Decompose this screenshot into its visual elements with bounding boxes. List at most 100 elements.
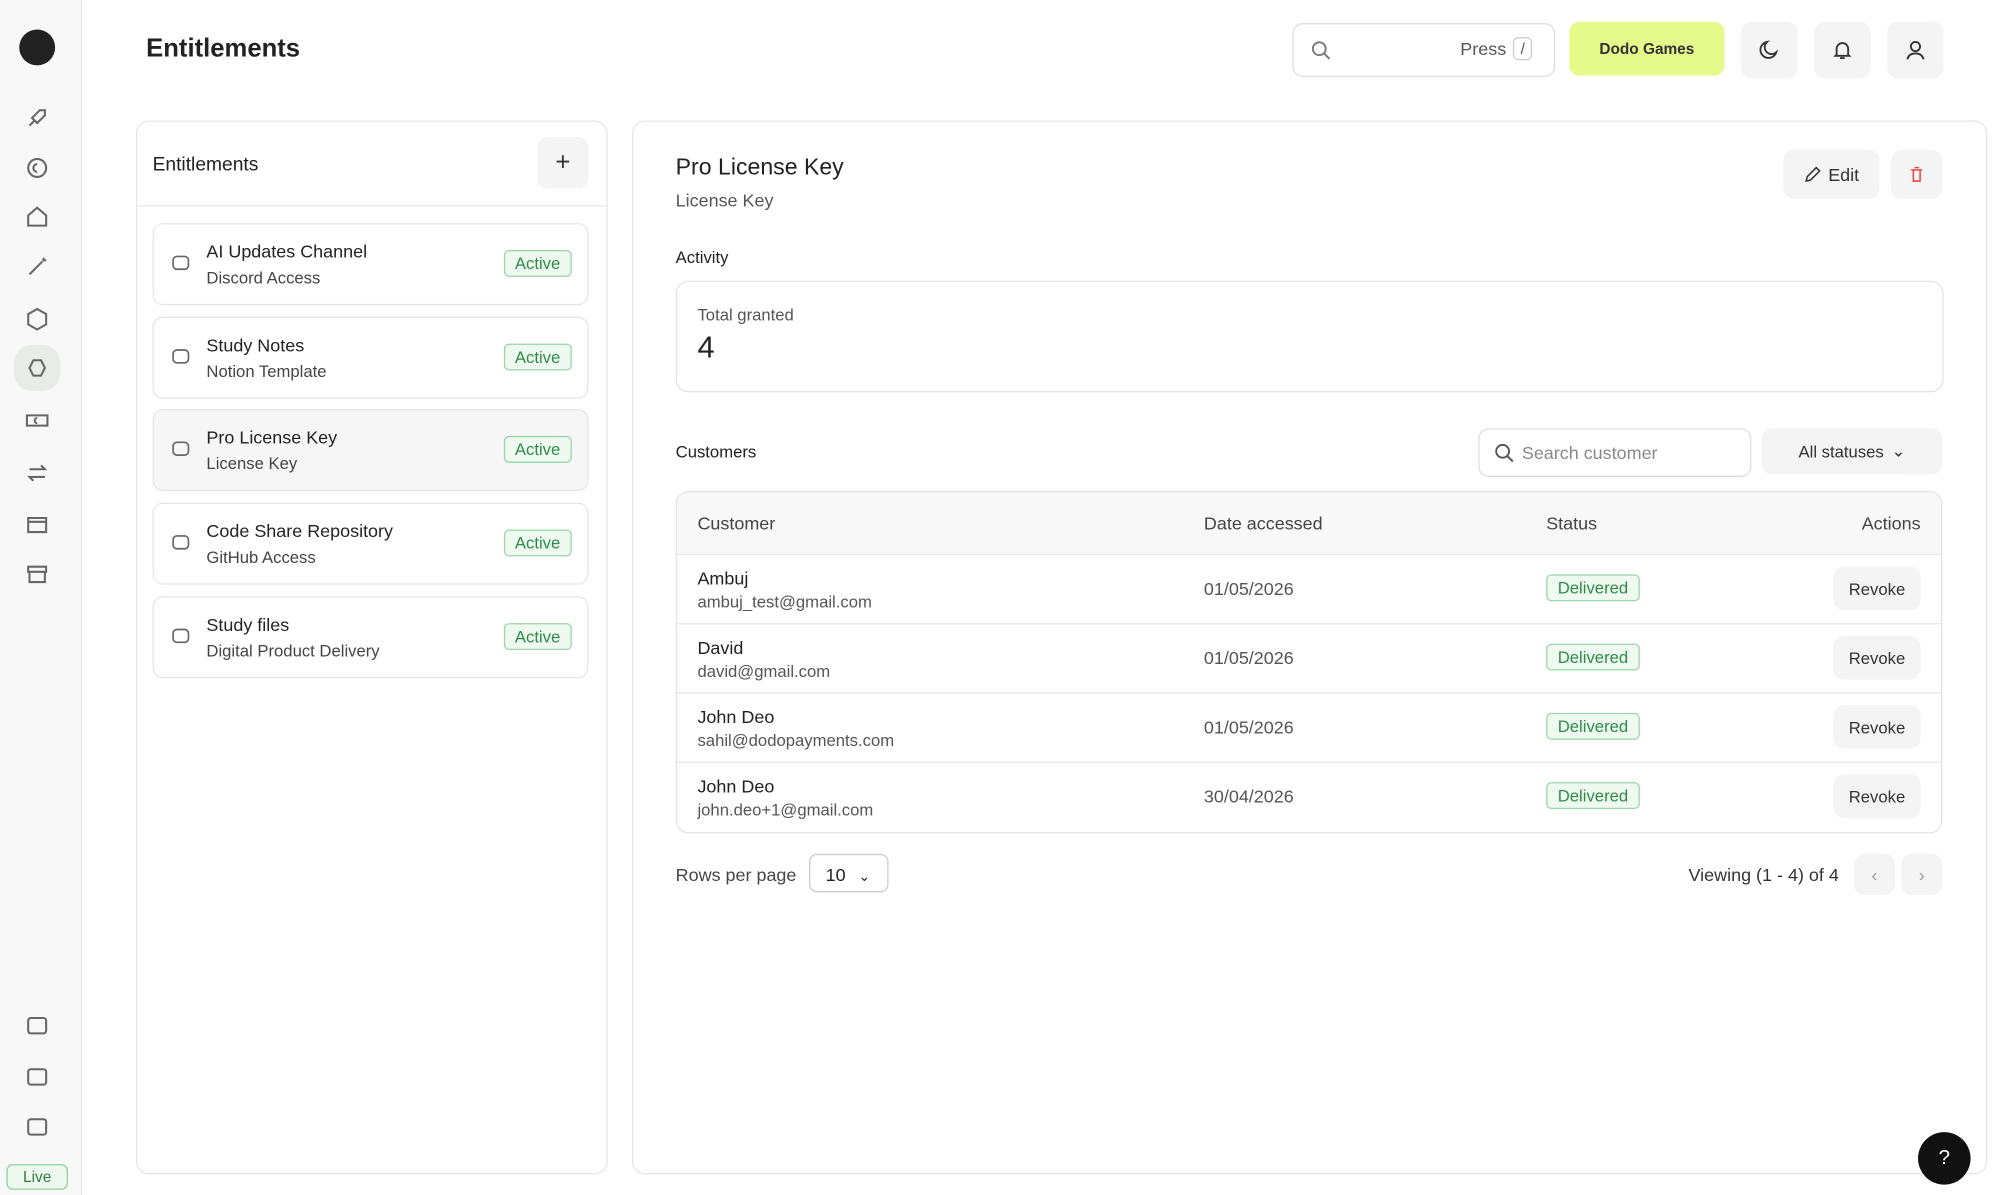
table-row: John Deo john.deo+1@gmail.com 30/04/2026 De…	[676, 761, 1942, 833]
page-title: Entitlements	[146, 34, 301, 63]
nav-icon[interactable]	[24, 460, 50, 486]
prev-page[interactable]: ‹	[1853, 853, 1895, 895]
sidebar: Live	[0, 0, 83, 1195]
item-icon	[171, 346, 192, 367]
entitlement-item[interactable]: Study files Digital Product Delivery Activ…	[152, 595, 589, 678]
status-filter[interactable]: All statuses ⌄	[1761, 428, 1943, 475]
table-header: Customer Date accessed Status Actions	[676, 492, 1942, 554]
nav-icon[interactable]	[14, 344, 61, 392]
date-accessed: 30/04/2026	[1203, 785, 1294, 807]
rows-per-page-label: Rows per page	[675, 864, 797, 885]
filter-label: All statuses	[1798, 441, 1884, 461]
org-switcher[interactable]: Dodo Games	[1569, 21, 1725, 76]
customer-name: John Deo	[697, 706, 775, 727]
customer-email: david@gmail.com	[697, 661, 831, 681]
item-name: Study Notes	[206, 334, 305, 355]
nav-icon[interactable]	[24, 1064, 50, 1090]
customer-name: David	[697, 637, 744, 658]
item-type: Discord Access	[206, 267, 321, 288]
search-key: /	[1512, 37, 1533, 61]
item-name: AI Updates Channel	[206, 241, 368, 262]
status-badge: Delivered	[1546, 643, 1640, 671]
entitlement-item[interactable]: AI Updates Channel Discord Access Active	[152, 223, 589, 306]
nav-icon[interactable]	[24, 562, 50, 588]
activity-label: Activity	[675, 247, 729, 267]
notifications[interactable]	[1814, 21, 1871, 79]
item-type: License Key	[206, 454, 298, 474]
nav-icon[interactable]	[24, 512, 50, 538]
nav-icon[interactable]	[24, 155, 50, 181]
global-search[interactable]: Press /	[1292, 23, 1556, 77]
item-icon	[171, 253, 192, 274]
revoke-button[interactable]: Revoke	[1833, 705, 1921, 749]
date-accessed: 01/05/2026	[1203, 578, 1294, 599]
customer-name: Ambuj	[697, 567, 749, 589]
column-header: Actions	[1861, 512, 1921, 534]
status-badge: Active	[503, 436, 572, 464]
detail-panel: Pro License Key License Key Edit Activit…	[632, 120, 1988, 1175]
column-header: Date accessed	[1203, 512, 1323, 534]
mode-badge[interactable]: Live	[6, 1164, 68, 1190]
divider	[137, 205, 607, 207]
logo	[19, 29, 56, 66]
edit-button[interactable]: Edit	[1783, 150, 1880, 199]
help-button[interactable]: ?	[1918, 1132, 1971, 1185]
nav-icon[interactable]	[24, 1013, 50, 1039]
date-accessed: 01/05/2026	[1203, 647, 1294, 668]
delete-button[interactable]	[1891, 150, 1943, 199]
detail-title: Pro License Key	[675, 153, 844, 180]
item-icon	[171, 625, 192, 646]
item-icon	[171, 532, 192, 553]
revoke-button[interactable]: Revoke	[1833, 566, 1921, 611]
customer-email: ambuj_test@gmail.com	[697, 592, 872, 612]
status-badge: Active	[503, 343, 572, 371]
table-row: John Deo sahil@dodopayments.com 01/05/2026…	[676, 692, 1942, 763]
entitlement-item[interactable]: Pro License Key License Key Active	[152, 409, 589, 492]
entitlement-item[interactable]: Code Share Repository GitHub Access Active	[152, 502, 589, 585]
add-button[interactable]: +	[537, 137, 589, 189]
revoke-button[interactable]: Revoke	[1833, 774, 1921, 818]
customer-email: sahil@dodopayments.com	[697, 730, 895, 751]
nav-icon[interactable]	[24, 1114, 50, 1140]
item-name: Study files	[206, 613, 290, 635]
customer-email: john.deo+1@gmail.com	[697, 800, 874, 820]
search-hint: Press	[1460, 38, 1507, 59]
item-name: Pro License Key	[206, 427, 338, 448]
date-accessed: 01/05/2026	[1203, 716, 1294, 738]
status-badge: Active	[503, 622, 572, 650]
item-type: GitHub Access	[206, 547, 316, 567]
nav-icon[interactable]	[24, 105, 50, 131]
activity-card: Total granted 4	[675, 280, 1944, 393]
table-row: Ambuj ambuj_test@gmail.com 01/05/2026 Deliv…	[676, 553, 1942, 625]
total-value: 4	[697, 330, 715, 366]
total-label: Total granted	[697, 305, 794, 325]
status-badge: Active	[503, 529, 572, 557]
revoke-button[interactable]: Revoke	[1833, 635, 1921, 680]
nav-icon[interactable]	[24, 306, 50, 332]
entitlement-list-panel: Entitlements + AI Updates Channel Discord…	[135, 120, 608, 1175]
customers-label: Customers	[675, 442, 757, 462]
profile[interactable]	[1887, 21, 1944, 79]
item-icon	[171, 439, 192, 460]
item-name: Code Share Repository	[206, 520, 394, 542]
theme-toggle[interactable]	[1741, 21, 1798, 79]
rows-per-page-value: 10	[825, 864, 846, 885]
search-icon	[1311, 41, 1331, 60]
customer-name: John Deo	[697, 775, 775, 797]
nav-icon[interactable]	[24, 204, 50, 230]
search-placeholder: Search customer	[1521, 442, 1658, 463]
rows-per-page-select[interactable]: 10 ⌄	[809, 853, 889, 893]
column-header: Status	[1546, 512, 1598, 534]
pagination-info: Viewing (1 - 4) of 4	[1688, 864, 1839, 885]
nav-icon[interactable]	[24, 408, 50, 434]
status-badge: Active	[503, 250, 572, 277]
status-badge: Delivered	[1546, 782, 1640, 810]
nav-icon[interactable]	[24, 254, 50, 280]
entitlement-item[interactable]: Study Notes Notion Template Active	[152, 316, 589, 399]
customer-search[interactable]: Search customer	[1478, 428, 1752, 477]
list-title: Entitlements	[152, 153, 259, 176]
next-page[interactable]: ›	[1901, 853, 1943, 895]
customer-table: Customer Date accessed Status Actions Am…	[675, 491, 1943, 834]
status-badge: Delivered	[1546, 712, 1640, 740]
